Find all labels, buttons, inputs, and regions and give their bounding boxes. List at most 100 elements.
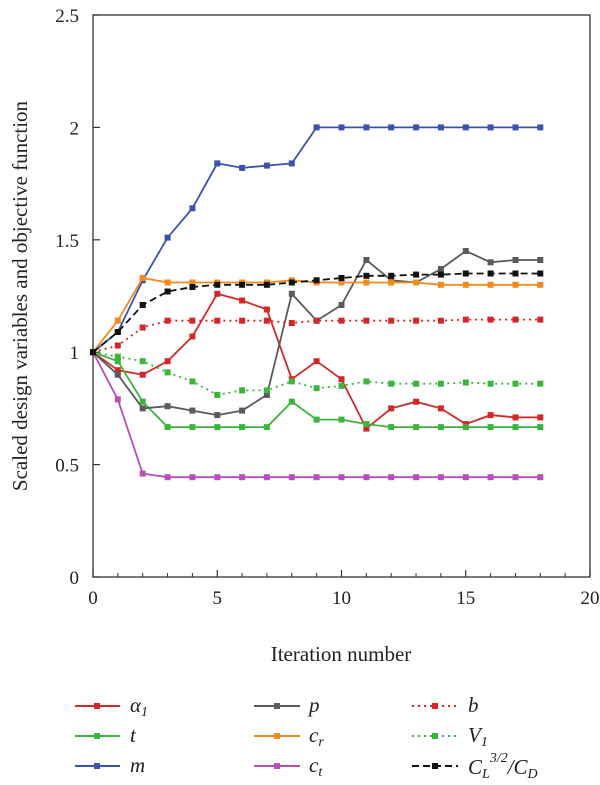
data-point: [437, 266, 444, 272]
data-point: [338, 124, 345, 131]
y-axis-title: Scaled design variables and objective fu…: [8, 100, 32, 491]
data-point: [164, 369, 171, 376]
data-point: [288, 290, 295, 297]
legend-item-ct: ct: [254, 753, 323, 780]
legend-item-m: m: [75, 753, 145, 777]
data-point: [338, 474, 345, 481]
data-point: [114, 367, 121, 374]
svg-text:α1: α1: [130, 693, 148, 720]
data-point: [512, 424, 519, 431]
data-point: [214, 424, 221, 431]
x-tick-label: 20: [581, 588, 600, 609]
series-0: [90, 290, 544, 432]
data-point: [114, 358, 121, 365]
data-point: [462, 474, 469, 481]
data-point: [363, 124, 370, 131]
data-point: [139, 371, 146, 378]
data-point: [139, 324, 146, 331]
data-point: [313, 416, 320, 423]
data-point: [537, 424, 544, 431]
data-point: [90, 349, 96, 356]
data-point: [164, 358, 171, 365]
data-point: [487, 424, 494, 431]
data-point: [437, 317, 444, 324]
y-tick-label: 1: [70, 343, 80, 364]
data-point: [239, 424, 246, 431]
x-tick-label: 15: [456, 588, 475, 609]
data-point: [512, 257, 519, 263]
data-point: [288, 398, 295, 405]
data-point: [114, 317, 121, 324]
data-point: [437, 380, 444, 387]
data-point: [164, 279, 171, 286]
data-point: [114, 342, 121, 349]
data-point: [388, 424, 395, 431]
data-point: [363, 378, 370, 385]
data-point: [338, 376, 345, 383]
y-tick-label: 2.5: [55, 6, 79, 27]
svg-text:t: t: [130, 723, 137, 747]
y-axis: 0 0.5 1 1.5 2 2.5: [55, 6, 100, 589]
data-point: [338, 279, 345, 286]
series-line: [92, 277, 541, 353]
data-point: [512, 474, 519, 481]
data-point: [413, 124, 420, 131]
data-point: [413, 380, 420, 387]
data-point: [462, 281, 469, 288]
data-point: [388, 279, 395, 286]
data-point: [139, 302, 146, 308]
data-point: [114, 371, 121, 378]
data-point: [139, 358, 146, 365]
data-point: [214, 474, 221, 481]
data-point: [313, 474, 320, 481]
data-point: [239, 407, 246, 414]
data-point: [363, 272, 370, 279]
data-point: [189, 333, 196, 340]
data-point: [239, 474, 246, 481]
svg-text:V1: V1: [468, 723, 488, 750]
data-point: [313, 124, 320, 131]
series-7: [90, 349, 544, 398]
series-line: [92, 318, 541, 354]
data-point: [413, 279, 420, 286]
data-point: [462, 270, 469, 277]
data-point: [388, 474, 395, 481]
data-point: [437, 405, 444, 412]
data-point: [313, 277, 320, 284]
series-layer: [90, 124, 544, 481]
data-point: [338, 317, 345, 324]
data-point: [487, 316, 494, 323]
data-point: [189, 317, 196, 324]
data-point: [487, 259, 494, 266]
data-point: [487, 474, 494, 481]
data-point: [487, 270, 494, 277]
data-point: [437, 281, 444, 288]
y-tick-label: 2: [70, 118, 80, 139]
data-point: [164, 403, 171, 410]
data-point: [512, 414, 519, 421]
data-point: [537, 124, 544, 131]
data-point: [413, 271, 420, 278]
data-point: [114, 396, 121, 403]
data-point: [363, 425, 370, 432]
x-tick-label: 10: [332, 588, 351, 609]
y-tick-label: 0.5: [55, 456, 79, 477]
data-point: [413, 424, 420, 431]
data-point: [487, 281, 494, 288]
data-point: [313, 358, 320, 365]
legend-item-alpha1: α1: [75, 693, 148, 720]
data-point: [263, 317, 270, 324]
plot-area: [92, 14, 591, 578]
data-point: [388, 317, 395, 324]
data-point: [288, 160, 295, 167]
data-point: [288, 378, 295, 385]
x-axis-title: Iteration number: [271, 642, 412, 666]
svg-text:ct: ct: [309, 753, 323, 780]
legend-item-cr: cr: [254, 723, 324, 750]
data-point: [189, 378, 196, 385]
x-tick-label: 5: [213, 588, 223, 609]
data-point: [114, 329, 121, 335]
series-4: [90, 275, 544, 356]
data-point: [164, 424, 171, 431]
data-point: [189, 474, 196, 481]
